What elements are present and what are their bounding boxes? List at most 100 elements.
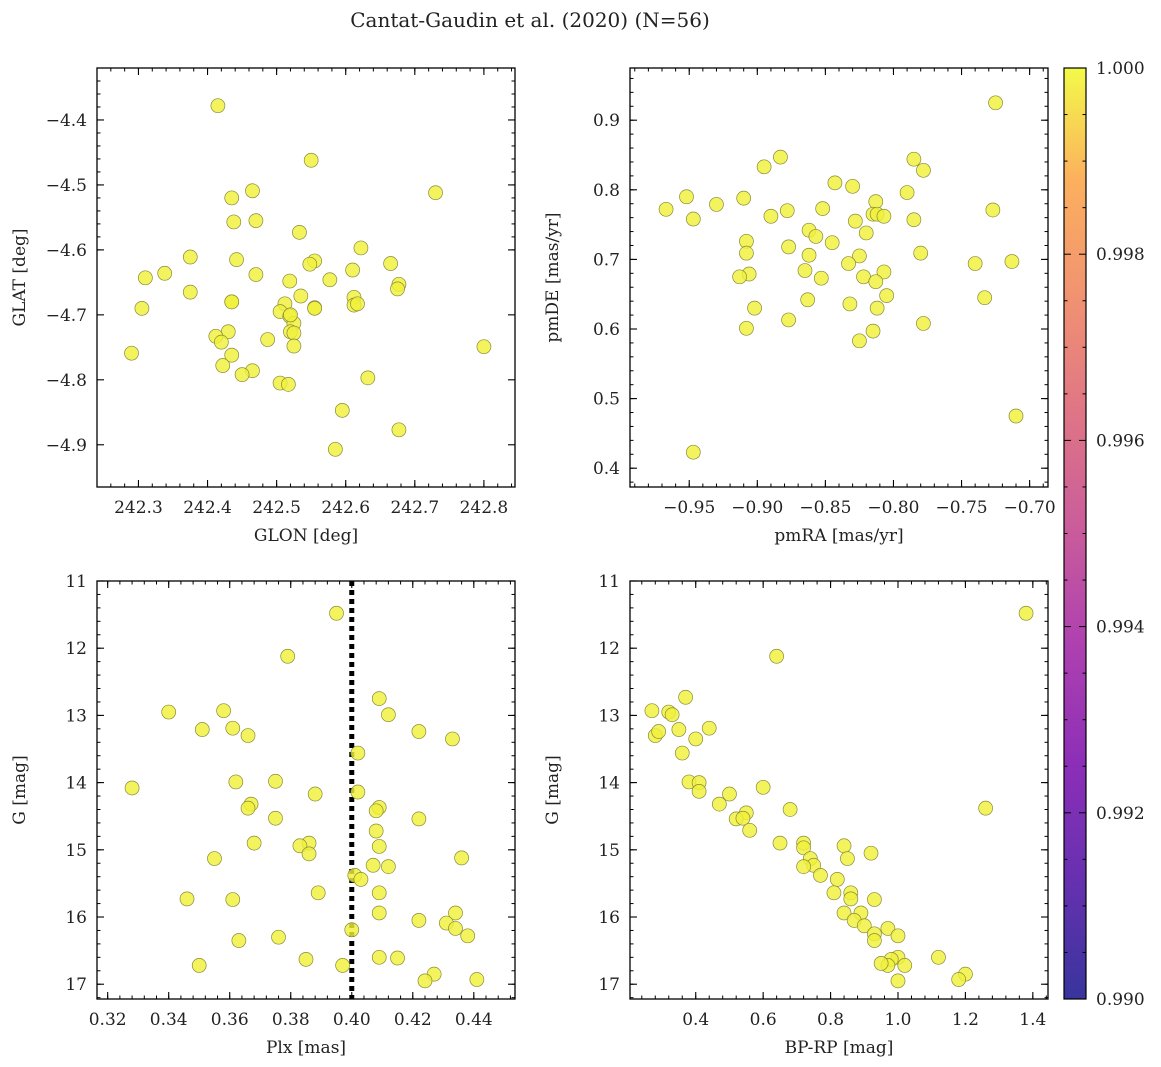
data-point: [428, 185, 443, 201]
data-point: [182, 249, 198, 265]
data-point: [411, 724, 427, 739]
x-tick-label: 1.4: [1019, 1010, 1046, 1030]
data-point: [353, 240, 369, 256]
data-point: [796, 840, 811, 856]
data-point: [344, 922, 360, 938]
data-point: [711, 796, 727, 812]
x-tick-label: 0.40: [333, 1010, 371, 1030]
y-tick-label: 11: [65, 572, 87, 592]
data-point: [417, 973, 433, 989]
data-point: [246, 835, 262, 851]
x-axis-label: GLON [deg]: [254, 526, 358, 546]
data-point: [742, 822, 758, 838]
data-point: [280, 648, 296, 664]
data-point: [813, 867, 828, 883]
x-tick-label: 242.5: [252, 498, 301, 518]
x-tick-label: 0.32: [89, 1010, 127, 1030]
data-point: [226, 214, 242, 230]
data-point: [368, 803, 384, 819]
data-point: [873, 956, 889, 971]
data-point: [977, 290, 993, 306]
data-point: [756, 159, 772, 175]
data-point: [890, 973, 906, 989]
data-point: [335, 958, 350, 973]
y-tick-label: −4.9: [46, 436, 87, 456]
y-tick-label: 0.6: [593, 320, 620, 340]
y-tick-label: 0.7: [593, 250, 620, 270]
y-axis-label: GLAT [deg]: [10, 228, 30, 326]
data-point: [868, 194, 884, 209]
x-tick-label: −0.70: [1004, 498, 1056, 518]
data-point: [899, 185, 915, 200]
data-point: [268, 773, 283, 789]
data-point: [445, 731, 460, 747]
data-point: [836, 905, 852, 921]
x-tick-label: −0.75: [935, 498, 987, 518]
y-tick-label: 0.9: [593, 111, 620, 131]
data-point: [283, 307, 298, 323]
y-tick-label: 0.4: [593, 459, 620, 479]
data-point: [350, 296, 365, 312]
data-point: [916, 316, 931, 331]
colorbar-tick-label: 0.990: [1096, 990, 1145, 1010]
data-point: [1018, 605, 1034, 621]
data-point: [867, 933, 882, 948]
data-point: [207, 851, 222, 866]
x-axis-label: BP-RP [mag]: [785, 1038, 894, 1058]
x-tick-label: 0.44: [455, 1010, 493, 1030]
data-point: [228, 774, 244, 790]
data-point: [800, 292, 816, 308]
data-point: [897, 958, 913, 973]
data-point: [469, 972, 485, 987]
x-axis-label: Plx [mas]: [266, 1038, 346, 1058]
data-point: [836, 838, 852, 854]
data-point: [916, 162, 931, 178]
x-axis-label: pmRA [mas/yr]: [774, 526, 903, 546]
y-tick-label: 13: [65, 706, 87, 726]
data-point: [224, 190, 240, 206]
data-point: [664, 707, 680, 723]
y-tick-label: −4.7: [46, 306, 87, 326]
data-point: [371, 949, 387, 965]
data-point: [709, 197, 724, 212]
x-tick-label: 242.3: [114, 498, 163, 518]
data-point: [985, 202, 1001, 218]
data-point: [674, 745, 690, 761]
data-point: [298, 952, 314, 967]
data-point: [303, 152, 319, 168]
panel-plx-g: 0.32 0.34 0.36 0.38 0.40 0.42 0.44 11 12 13 14 15 16…: [10, 572, 516, 1058]
data-point: [688, 731, 704, 747]
y-tick-label: −4.5: [46, 176, 87, 196]
data-point: [879, 288, 895, 303]
data-point: [248, 213, 264, 229]
y-tick-label: 13: [598, 706, 620, 726]
y-tick-label: 15: [598, 841, 620, 861]
y-tick-label: −4.6: [46, 241, 87, 261]
x-tick-label: 0.42: [394, 1010, 432, 1030]
data-point: [843, 891, 859, 907]
data-point: [182, 284, 198, 300]
data-point: [685, 444, 701, 460]
data-point: [876, 208, 892, 224]
data-point: [827, 175, 843, 191]
x-tick-label: 0.38: [272, 1010, 310, 1030]
data-point: [390, 281, 405, 297]
figure-title: Cantat-Gaudin et al. (2020) (N=56): [350, 8, 710, 32]
data-point: [138, 270, 153, 286]
colorbar-tick-label: 1.000: [1096, 59, 1145, 79]
data-point: [157, 265, 173, 281]
data-point: [845, 178, 860, 194]
x-tick-label: 1.2: [952, 1010, 979, 1030]
y-tick-label: 16: [598, 908, 620, 928]
data-point: [906, 212, 922, 228]
data-point: [454, 850, 469, 866]
data-point: [691, 783, 707, 799]
data-point: [286, 338, 302, 354]
data-point: [353, 872, 369, 887]
data-point: [368, 823, 384, 839]
data-point: [772, 835, 788, 851]
data-point: [736, 190, 752, 206]
data-point: [876, 264, 892, 280]
y-tick-label: −4.4: [46, 111, 87, 131]
